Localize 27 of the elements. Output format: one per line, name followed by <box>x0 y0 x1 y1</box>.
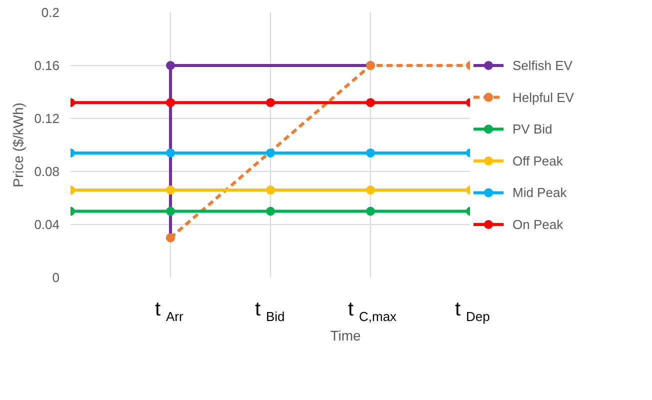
point <box>266 98 275 108</box>
legend-label: On Peak <box>512 217 564 232</box>
y-axis-title: Price ($/kWh) <box>10 102 26 188</box>
y-tick-label: 0.04 <box>34 217 60 232</box>
legend-label: Off Peak <box>512 153 564 168</box>
point <box>166 186 175 195</box>
legend-label: Selfish EV <box>512 58 573 73</box>
y-tick-label: 0.16 <box>34 58 60 73</box>
point <box>266 206 275 216</box>
y-tick-label: 0 <box>52 270 60 285</box>
point <box>366 98 375 108</box>
point <box>366 206 375 216</box>
legend-label: Helpful EV <box>512 90 574 105</box>
point <box>166 148 175 158</box>
point <box>166 61 175 70</box>
point <box>166 206 175 216</box>
point <box>266 186 275 195</box>
point <box>366 186 375 195</box>
x-axis-title: Time <box>330 328 362 344</box>
y-tick-label: 0.2 <box>41 5 60 20</box>
point <box>266 148 275 158</box>
legend-label: Mid Peak <box>512 185 568 200</box>
legend-label: PV Bid <box>512 122 552 137</box>
y-tick-label: 0.08 <box>34 164 60 179</box>
point <box>366 148 375 158</box>
point <box>166 98 175 108</box>
y-tick-label: 0.12 <box>34 111 60 126</box>
